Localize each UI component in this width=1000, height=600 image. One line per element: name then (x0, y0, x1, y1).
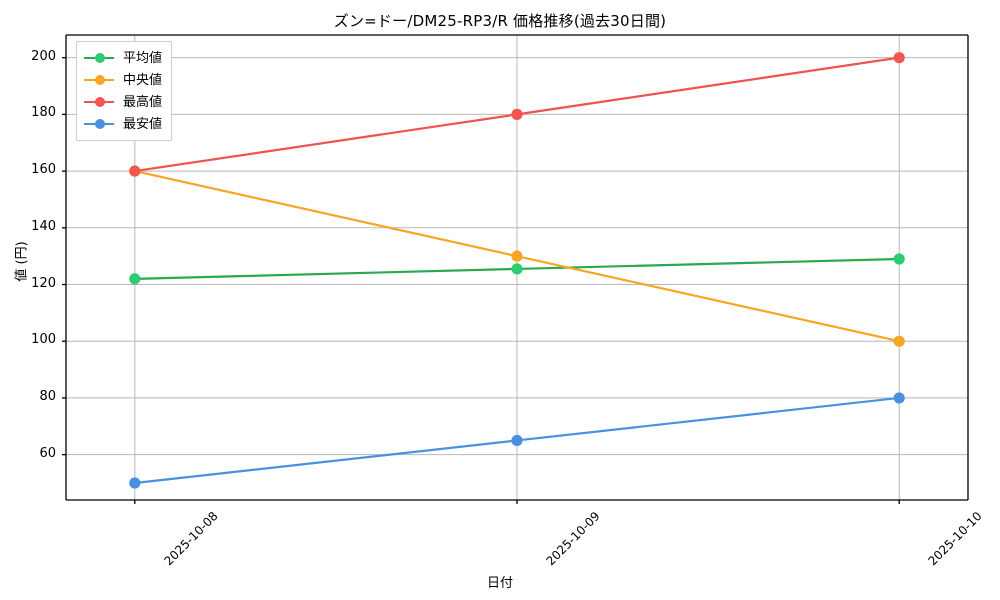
legend-label: 平均値 (123, 50, 163, 66)
data-point-marker (129, 273, 141, 285)
y-tick-label: 60 (39, 445, 56, 461)
y-tick-label: 120 (31, 275, 56, 291)
y-tick-label: 100 (31, 332, 56, 348)
data-point-marker (511, 250, 523, 262)
legend-item-0[interactable]: 平均値 (84, 47, 162, 69)
legend-line-swatch (84, 97, 114, 107)
legend-line-swatch (84, 53, 114, 63)
data-point-marker (893, 392, 905, 404)
legend-marker-dot (95, 119, 105, 129)
data-point-marker (893, 52, 905, 64)
legend-label: 中央値 (123, 72, 163, 88)
data-point-marker (893, 253, 905, 265)
data-point-marker (511, 108, 523, 120)
legend-marker-dot (95, 75, 105, 85)
chart-legend: 平均値中央値最高値最安値 (76, 41, 173, 141)
legend-item-2[interactable]: 最高値 (84, 91, 162, 113)
y-tick-label: 140 (31, 218, 56, 234)
data-point-marker (129, 477, 141, 489)
legend-marker-dot (95, 97, 105, 107)
data-point-marker (511, 434, 523, 447)
legend-label: 最安値 (123, 116, 163, 132)
data-point-marker (893, 335, 905, 347)
legend-marker-dot (95, 53, 105, 63)
y-tick-label: 80 (39, 388, 56, 404)
y-tick-label: 160 (31, 162, 56, 178)
data-point-marker (129, 165, 141, 177)
legend-item-1[interactable]: 中央値 (84, 69, 162, 91)
x-axis-label: 日付 (486, 576, 513, 591)
chart-title: ズン=ドー/DM25-RP3/R 価格推移(過去30日間) (333, 12, 667, 30)
legend-line-swatch (84, 75, 114, 85)
legend-item-3[interactable]: 最安値 (84, 113, 162, 135)
legend-line-swatch (84, 119, 114, 129)
data-point-marker (511, 263, 523, 275)
y-tick-label: 180 (31, 105, 56, 121)
legend-label: 最高値 (123, 94, 163, 110)
y-tick-label: 200 (31, 48, 56, 64)
